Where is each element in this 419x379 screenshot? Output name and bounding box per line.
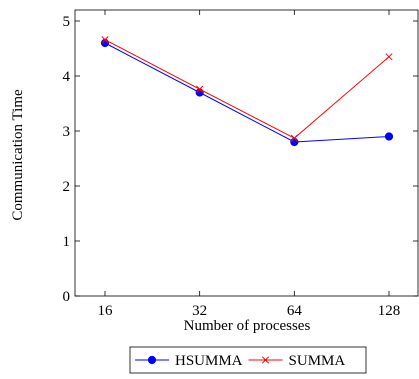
legend-label-hsumma: HSUMMA	[175, 353, 243, 369]
series-layer	[100, 36, 394, 147]
y-tick-label: 2	[63, 179, 71, 195]
legend-marker-summa	[261, 356, 270, 364]
data-point-hsumma	[384, 132, 394, 141]
y-tick-label: 1	[63, 234, 71, 250]
data-point-summa	[290, 134, 298, 142]
x-tick-label: 64	[287, 303, 303, 319]
series-line-summa	[104, 39, 390, 139]
data-point-summa	[385, 53, 393, 61]
x-tick-label: 16	[98, 303, 114, 319]
y-axis-label: Communication Time	[10, 89, 26, 221]
data-point-hsumma	[290, 137, 299, 147]
y-tick-label: 0	[63, 289, 71, 305]
y-tick-label: 5	[63, 14, 71, 30]
x-tick-label: 32	[192, 303, 207, 319]
x-axis-ticks: 16 32 64 128	[98, 10, 401, 319]
y-tick-label: 3	[63, 124, 71, 140]
series-line-hsumma	[104, 42, 390, 143]
y-tick-label: 4	[63, 69, 71, 85]
legend-box	[129, 346, 367, 374]
x-marker-stroke	[385, 53, 393, 61]
data-point-summa	[101, 36, 109, 44]
legend-label-summa: SUMMA	[289, 353, 346, 369]
x-marker-stroke	[196, 85, 204, 93]
x-axis-label: Number of processes	[184, 318, 311, 334]
y-axis-ticks: 0 1 2 3 4 5	[63, 14, 418, 305]
plot-frame	[74, 9, 419, 297]
legend: HSUMMA SUMMA	[129, 346, 367, 374]
x-marker-stroke	[261, 356, 270, 364]
x-marker-stroke	[290, 134, 298, 142]
x-tick-label: 128	[378, 303, 401, 319]
x-marker-stroke	[101, 36, 109, 44]
axes-frame	[74, 9, 419, 297]
data-point-summa	[196, 85, 204, 93]
legend-marker-hsumma	[147, 355, 157, 365]
